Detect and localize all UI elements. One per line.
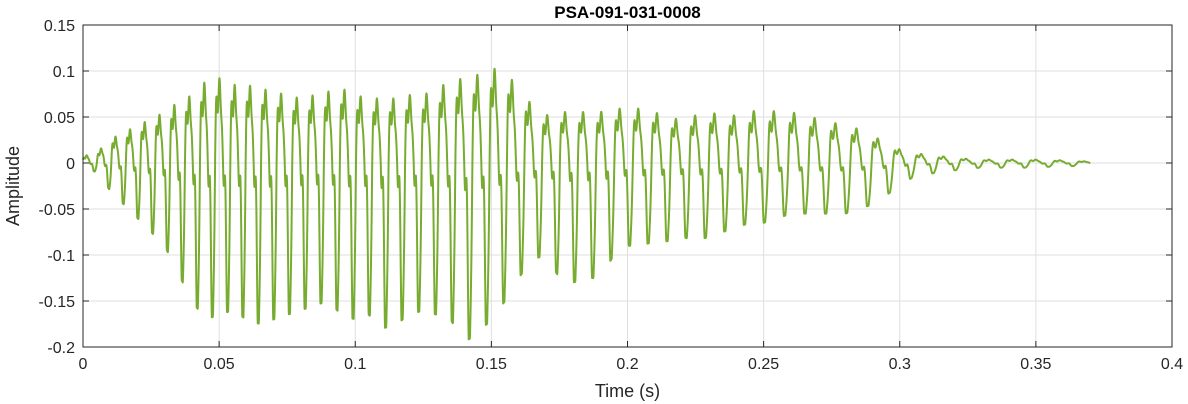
y-axis: 0.15 0.1 0.05 0 -0.05 -0.1 -0.15 -0.2 [39,18,1172,357]
chart-title: PSA-091-031-0008 [554,3,700,22]
y-tick-label: 0.05 [44,110,75,127]
y-tick-label: 0 [66,156,75,173]
x-tick-label: 0.25 [748,356,779,373]
y-tick-label: -0.2 [47,340,75,357]
plot-area [82,67,1092,341]
y-tick-label: 0.1 [53,64,75,81]
x-tick-label: 0.05 [204,356,235,373]
y-tick-label: -0.05 [39,202,76,219]
x-tick-label: 0.35 [1020,356,1051,373]
x-tick-label: 0.2 [616,356,638,373]
x-tick-label: 0.4 [1161,356,1183,373]
x-tick-label: 0.1 [344,356,366,373]
x-tick-label: 0 [79,356,88,373]
x-axis-label: Time (s) [595,381,660,401]
x-tick-label: 0.3 [889,356,911,373]
waveform-line [82,67,1092,341]
y-tick-label: -0.1 [47,248,75,265]
y-tick-label: 0.15 [44,18,75,35]
x-tick-label: 0.15 [476,356,507,373]
y-tick-label: -0.15 [39,294,76,311]
x-axis: 0 0.05 0.1 0.15 0.2 0.25 0.3 0.35 0.4 [79,25,1183,373]
grid [83,25,1172,347]
y-axis-label: Amplitude [3,146,23,226]
